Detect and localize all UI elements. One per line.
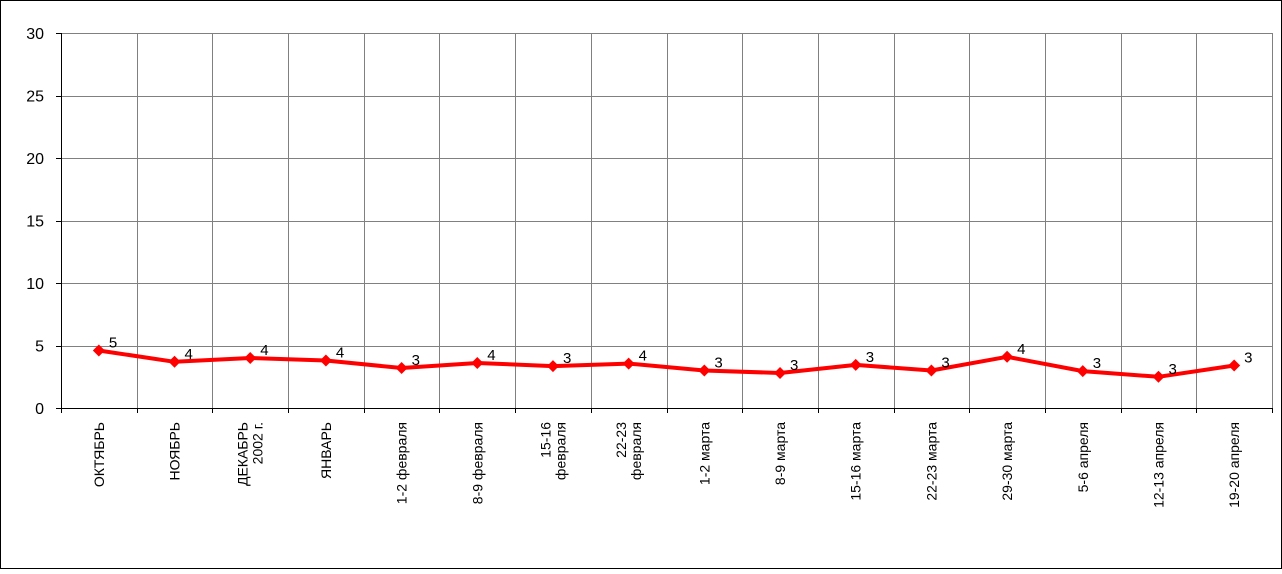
x-tick-label: 1-2 февраля (394, 422, 410, 504)
x-tick-label: 15-16февраля (537, 422, 568, 480)
x-tick-label: ДЕКАБРЬ2002 г. (235, 422, 266, 486)
data-label: 3 (1093, 355, 1101, 372)
data-point-marker (774, 367, 787, 379)
x-tick-label-line: 22-23 марта (923, 422, 939, 501)
data-label: 4 (487, 347, 495, 364)
x-tick-label-line: февраля (628, 422, 644, 480)
x-tick-label-line: 15-16 марта (848, 422, 864, 501)
data-point-marker (546, 360, 559, 373)
data-point-marker (92, 344, 105, 357)
y-tick-label: 0 (35, 401, 44, 418)
data-label: 4 (639, 348, 647, 365)
x-tick-label-line: 5-6 апреля (1075, 422, 1091, 492)
data-point-marker (1152, 370, 1165, 383)
y-tick-label: 30 (26, 26, 44, 43)
x-tick-label: 8-9 марта (772, 422, 788, 485)
data-label: 4 (336, 345, 344, 362)
data-label: 3 (790, 357, 798, 374)
data-label: 4 (185, 346, 193, 363)
x-tick-label-line: ОКТЯБРЬ (91, 422, 107, 487)
x-tick-label-line: 29-30 марта (999, 422, 1015, 501)
data-point-marker (1076, 365, 1089, 378)
x-tick-label-line: ДЕКАБРЬ (235, 422, 251, 486)
data-point-marker (319, 354, 332, 367)
data-label: 3 (866, 349, 874, 366)
data-point-marker (622, 357, 635, 370)
x-tick-label-line: 8-9 февраля (469, 422, 485, 504)
data-point-marker (395, 362, 408, 374)
x-tick-label-line: 8-9 марта (772, 422, 788, 485)
x-tick-label: 15-16 марта (848, 422, 864, 501)
data-label: 3 (412, 352, 420, 369)
x-tick-label-line: 1-2 февраля (394, 422, 410, 504)
data-point-marker (849, 358, 862, 371)
x-tick-label: 8-9 февраля (469, 422, 485, 504)
x-tick-label: 19-20 апреля (1226, 422, 1242, 508)
y-tick-label: 10 (26, 276, 44, 293)
data-point-marker (244, 352, 257, 364)
x-tick-label-line: 1-2 марта (696, 422, 712, 485)
data-point-marker (168, 355, 181, 368)
x-tick-label-line: 22-23 (613, 422, 629, 458)
y-tick-label: 15 (26, 214, 44, 231)
data-point-marker (1228, 359, 1241, 372)
data-point-marker (471, 357, 484, 369)
data-label: 4 (1017, 341, 1025, 358)
data-label: 3 (1168, 361, 1176, 378)
x-tick-label: НОЯБРЬ (167, 422, 183, 481)
x-tick-label: 22-23февраля (613, 422, 644, 480)
x-tick-label-line: 19-20 апреля (1226, 422, 1242, 508)
data-label: 3 (1244, 350, 1252, 367)
data-label: 3 (563, 350, 571, 367)
x-tick-label: 1-2 марта (696, 422, 712, 485)
series-line (98, 348, 1235, 379)
x-tick-label-line: 15-16 (537, 422, 553, 458)
x-tick-label: ОКТЯБРЬ (91, 422, 107, 487)
x-tick-label-line: НОЯБРЬ (167, 422, 183, 481)
data-label: 3 (941, 355, 949, 372)
data-label: 5 (109, 335, 117, 352)
data-label: 4 (260, 342, 268, 359)
x-tick-label-line: ЯНВАРЬ (318, 422, 334, 479)
data-point-marker (698, 364, 711, 377)
x-tick-label-line: февраля (552, 422, 568, 480)
x-tick-label: ЯНВАРЬ (318, 422, 334, 479)
data-point-marker (1001, 350, 1014, 363)
x-tick-label-line: 2002 г. (250, 422, 266, 464)
y-tick-label: 5 (35, 339, 44, 356)
y-tick-label: 25 (26, 89, 44, 106)
y-tick-label: 20 (26, 151, 44, 168)
x-tick-label: 22-23 марта (923, 422, 939, 501)
x-tick-label: 5-6 апреля (1075, 422, 1091, 492)
data-label: 3 (714, 355, 722, 372)
data-point-marker (925, 364, 938, 377)
x-tick-label: 29-30 марта (999, 422, 1015, 501)
x-tick-label-line: 12-13 апреля (1150, 422, 1166, 508)
x-tick-label: 12-13 апреля (1150, 422, 1166, 508)
